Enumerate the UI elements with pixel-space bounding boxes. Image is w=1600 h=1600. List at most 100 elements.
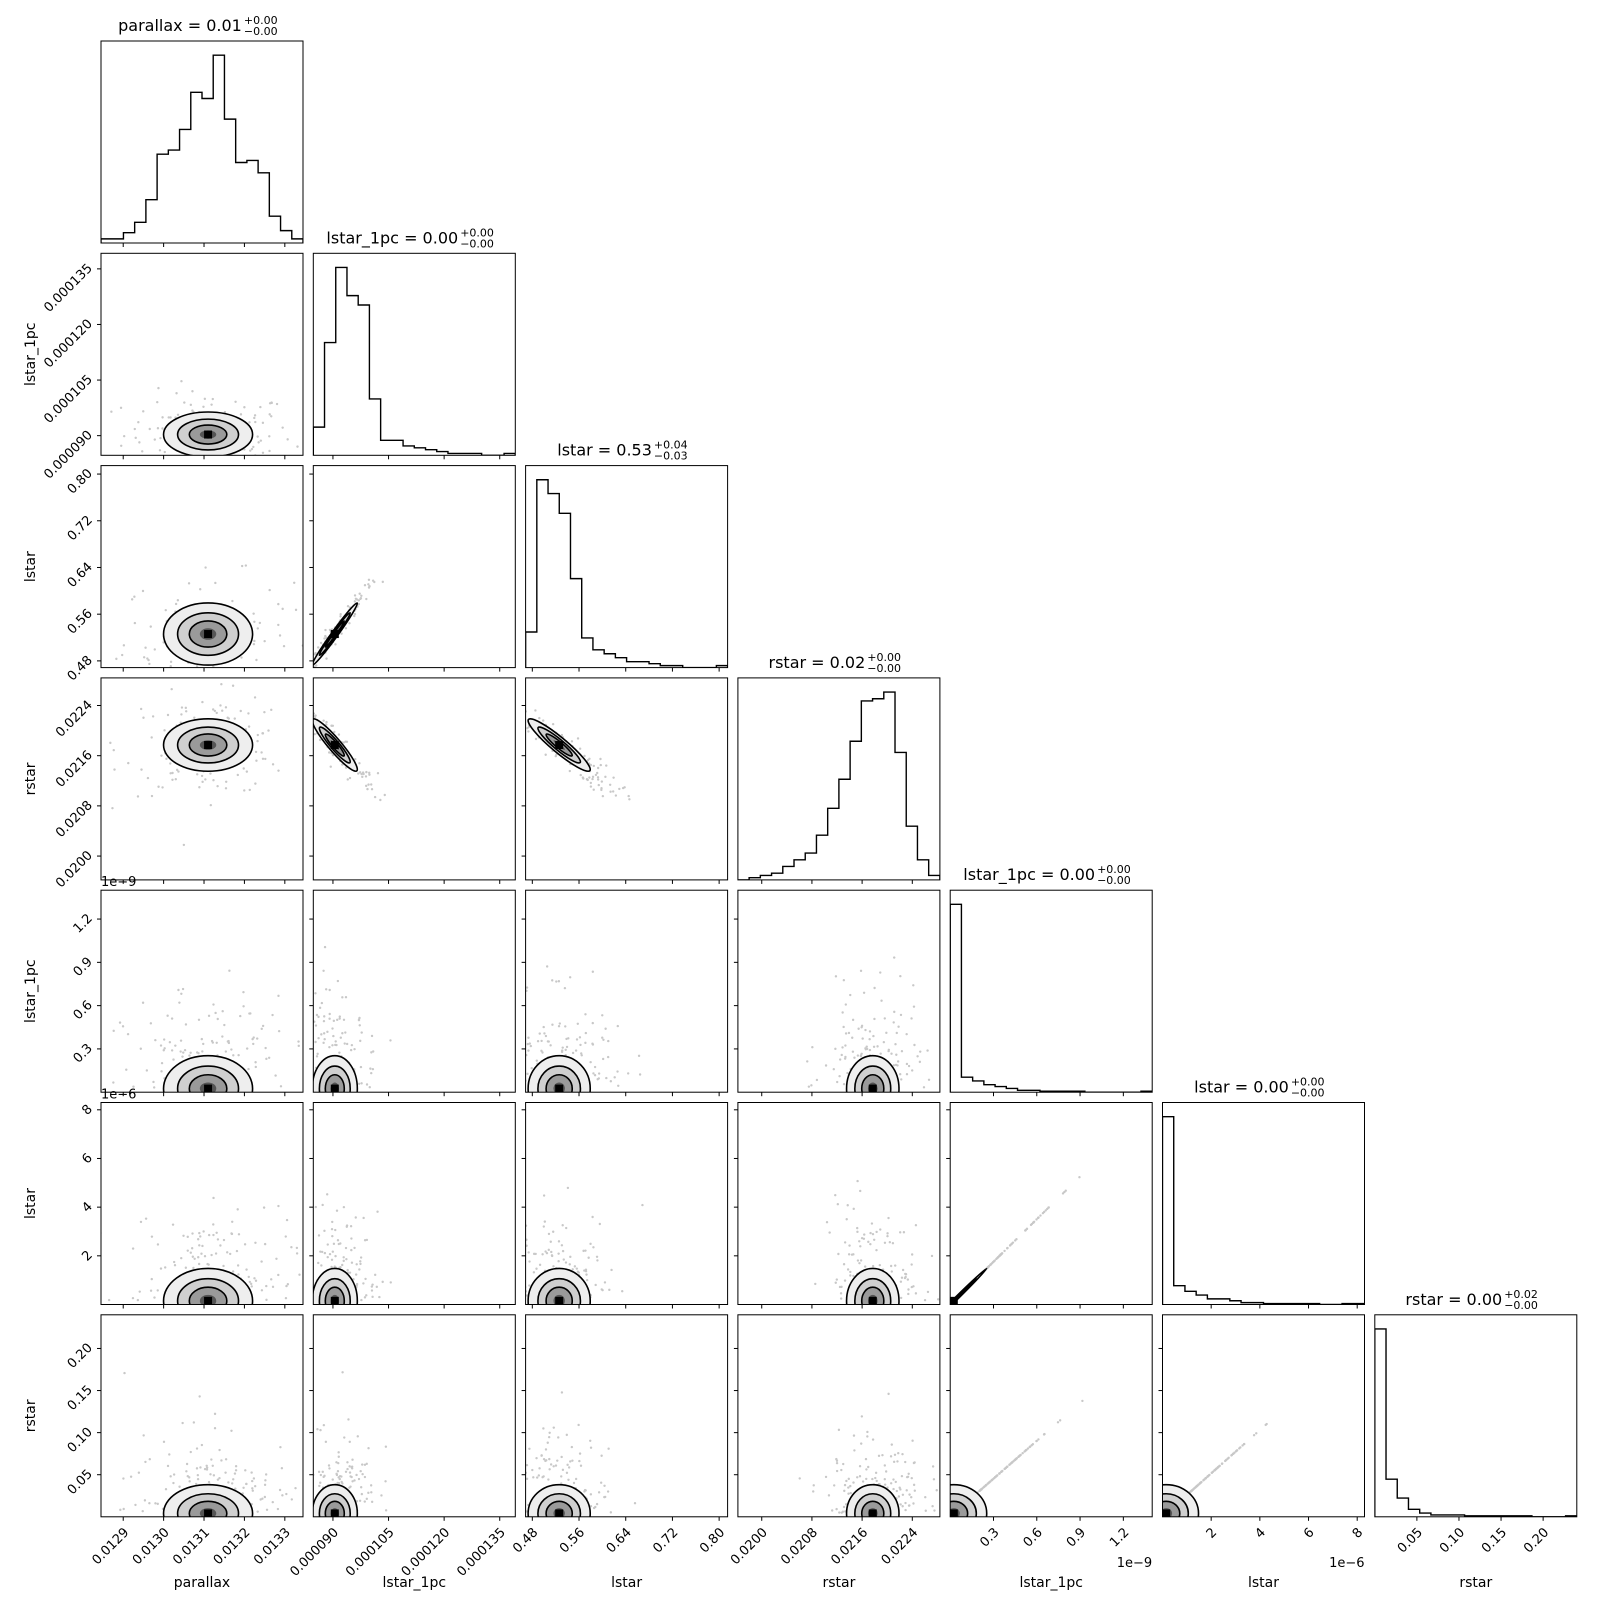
sample-point	[508, 1203, 510, 1205]
sample-point	[213, 1412, 217, 1416]
sample-point	[511, 1444, 513, 1446]
sample-point	[150, 794, 154, 798]
sample-point	[156, 1502, 159, 1506]
sample-point	[596, 771, 599, 775]
sample-point	[564, 1048, 567, 1052]
x-tick-label: 0.48	[510, 1525, 541, 1556]
sample-point	[270, 1278, 273, 1281]
sample-point	[369, 1067, 372, 1070]
sample-point	[1215, 1467, 1218, 1471]
sample-point	[1242, 1442, 1246, 1446]
panel-frame-4-1	[312, 889, 516, 1093]
sample-point	[261, 1024, 265, 1028]
sample-point	[249, 449, 252, 452]
sample-point	[912, 1005, 916, 1008]
sample-point	[327, 1464, 331, 1467]
sample-point	[506, 1035, 508, 1037]
sample-point	[371, 1050, 375, 1053]
sample-point	[842, 1462, 845, 1466]
sample-point	[367, 1491, 370, 1495]
contour-line	[527, 1267, 592, 1305]
sample-point	[335, 1209, 339, 1212]
sample-point	[864, 1028, 867, 1032]
sample-point	[148, 1457, 151, 1461]
sample-point	[510, 701, 512, 703]
sample-point	[859, 1054, 863, 1058]
sample-point	[901, 1268, 905, 1272]
sample-point	[296, 1507, 298, 1509]
title-minus: −0.00	[867, 662, 901, 675]
sample-point	[245, 1047, 249, 1050]
contour-line	[854, 1065, 892, 1093]
sample-point	[261, 1497, 264, 1500]
sample-point	[614, 794, 618, 797]
sample-point	[575, 1038, 579, 1041]
x-tick-label: 0.80	[697, 1525, 728, 1556]
panel-frame-6-4	[949, 1314, 1153, 1518]
sample-point	[558, 1022, 562, 1025]
sample-point	[568, 769, 572, 773]
sample-point	[525, 1510, 528, 1513]
pair-5-1	[292, 1193, 392, 1305]
sample-point	[181, 696, 183, 698]
sample-point	[380, 1494, 383, 1497]
sample-point	[308, 731, 310, 733]
sample-point	[225, 780, 228, 784]
sample-point	[511, 701, 513, 703]
sample-point	[139, 1220, 143, 1224]
sample-point	[849, 993, 852, 997]
sample-point	[331, 1220, 334, 1224]
sample-point	[1011, 1241, 1015, 1244]
sample-point	[544, 753, 547, 756]
contour-line	[188, 733, 228, 757]
sample-point	[111, 806, 114, 810]
sample-point	[535, 1267, 538, 1270]
sample-point	[521, 701, 523, 703]
sample-point	[844, 1032, 848, 1035]
x-tick-label: 0.000135	[454, 1525, 508, 1579]
sample-point	[536, 1040, 540, 1043]
sample-point	[358, 771, 362, 774]
sample-point	[207, 1233, 211, 1237]
sample-point	[279, 1085, 283, 1088]
sample-point	[521, 955, 523, 957]
sample-point	[251, 1489, 254, 1492]
sample-point	[138, 1290, 141, 1293]
sample-point	[149, 1289, 153, 1292]
sample-point	[883, 1017, 886, 1020]
sample-point	[358, 1499, 362, 1502]
sample-point	[161, 427, 164, 430]
sample-point	[899, 1503, 902, 1506]
sample-point	[578, 1459, 581, 1463]
sample-point	[894, 1264, 897, 1267]
sample-point	[841, 1046, 844, 1049]
sample-point	[291, 1505, 293, 1507]
sample-point	[328, 1252, 332, 1256]
sample-point	[843, 1241, 847, 1244]
sample-point	[361, 775, 364, 779]
sample-point	[1234, 1450, 1238, 1453]
sample-point	[122, 1507, 125, 1511]
sample-point	[361, 1472, 364, 1476]
sample-point	[527, 730, 530, 733]
sample-point	[292, 1256, 294, 1258]
title-minus: −0.00	[1291, 1087, 1325, 1100]
sample-point	[384, 1480, 387, 1483]
sample-point	[342, 1256, 345, 1259]
sample-point	[596, 778, 600, 781]
sample-point	[260, 751, 263, 754]
sample-point	[846, 1268, 850, 1271]
title-main: lstar = 0.00	[1194, 1078, 1289, 1097]
sample-point	[1013, 1458, 1016, 1462]
sample-point	[370, 788, 374, 791]
sample-point	[304, 1079, 306, 1081]
sample-point	[263, 1483, 267, 1487]
sample-point	[834, 1047, 837, 1051]
sample-point	[328, 1045, 331, 1049]
sample-point	[277, 714, 279, 716]
sample-point	[540, 1039, 543, 1043]
sample-point	[851, 1018, 855, 1022]
sample-point	[865, 1477, 868, 1481]
sample-point	[912, 1461, 916, 1465]
sample-point	[323, 1037, 326, 1041]
